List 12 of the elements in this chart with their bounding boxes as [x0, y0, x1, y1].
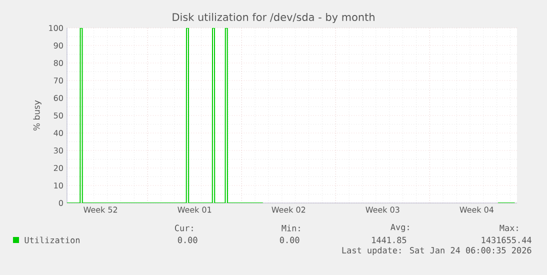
- text: Max:: [500, 224, 518, 232]
- text: 1441.85: [372, 236, 406, 244]
- text: Min:: [282, 224, 300, 232]
- text: 1431655.44: [482, 236, 532, 244]
- legend-label: Utilization: [24, 236, 80, 244]
- text: Cur:: [174, 224, 193, 232]
- text: 0.00: [178, 236, 198, 244]
- chart-title: Disk utilization for /dev/sda - by month: [172, 12, 374, 24]
- y-axis-title: % busy: [33, 100, 42, 130]
- text: Avg:: [390, 224, 409, 232]
- text: Last update: Sat Jan 24 06:00:35 2026: [342, 246, 532, 256]
- text: 0.00: [280, 236, 300, 244]
